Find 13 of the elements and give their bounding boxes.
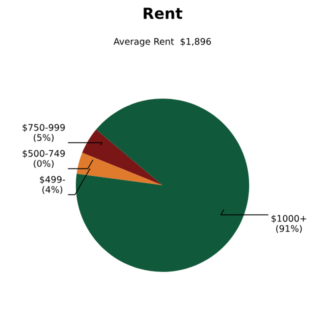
data-label: (5%)	[34, 134, 54, 142]
slice-label: $750-999	[22, 124, 65, 132]
slice-label: $1000+	[272, 214, 306, 224]
data-label: (91%)	[276, 224, 302, 233]
chart-title: Rent	[144, 8, 182, 20]
data-label: (4%)	[42, 186, 62, 194]
text: (0%)	[34, 160, 54, 168]
slice-label: $499-	[40, 176, 65, 184]
pie-slice	[76, 152, 162, 186]
pie-slice	[82, 130, 162, 186]
category-label: $500-749	[22, 150, 65, 158]
chart-subtitle: Average Rent $1,896	[114, 38, 211, 47]
pie-slice	[76, 98, 250, 272]
